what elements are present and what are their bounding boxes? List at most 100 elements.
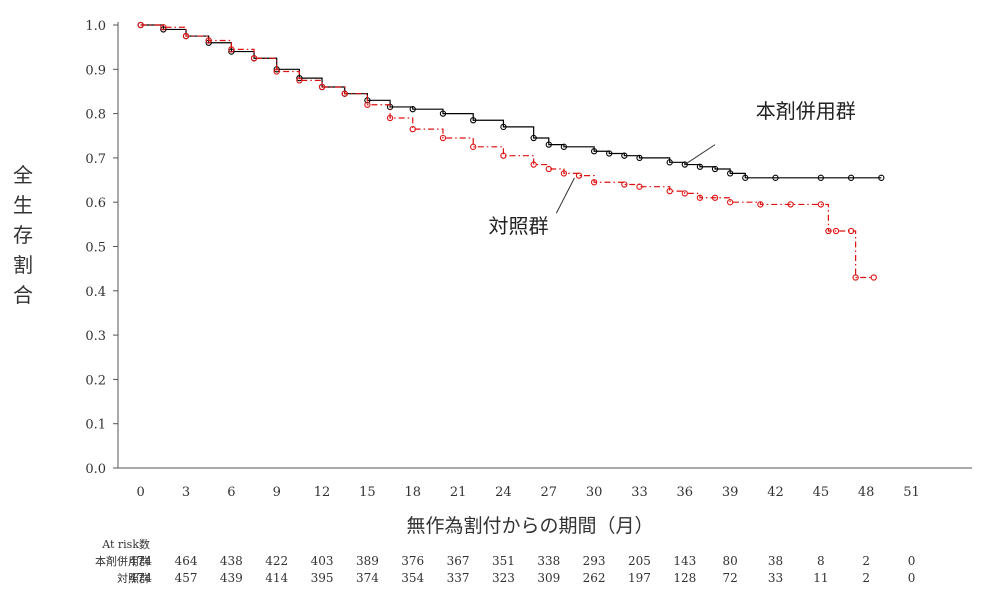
at-risk-value: 414 bbox=[265, 571, 288, 585]
at-risk-value: 457 bbox=[175, 571, 198, 585]
censor-mark bbox=[727, 170, 734, 177]
at-risk-row-label: 対照群 bbox=[117, 571, 150, 585]
x-tick-label: 3 bbox=[182, 485, 190, 500]
censor-mark bbox=[545, 165, 552, 173]
censor-mark bbox=[727, 199, 734, 206]
censor-mark bbox=[137, 21, 144, 29]
y-tick-label: 0.1 bbox=[85, 418, 106, 433]
censor-mark bbox=[681, 161, 688, 168]
x-tick-label: 24 bbox=[495, 485, 512, 500]
censor-mark bbox=[160, 26, 167, 33]
censor-mark bbox=[530, 134, 537, 142]
censor-mark bbox=[560, 170, 568, 177]
at-risk-value: 422 bbox=[265, 554, 288, 568]
at-risk-value: 0 bbox=[908, 571, 916, 585]
censor-mark bbox=[545, 141, 552, 148]
censor-mark bbox=[742, 174, 749, 181]
y-tick-label: 0.5 bbox=[85, 241, 106, 256]
censor-mark bbox=[825, 227, 832, 235]
censor-mark bbox=[832, 227, 840, 235]
series-line-1 bbox=[140, 24, 882, 179]
y-tick-label: 0.9 bbox=[85, 63, 106, 78]
at-risk-value: 143 bbox=[673, 554, 696, 568]
x-axis-label: 無作為割付からの期間（月） bbox=[406, 515, 653, 537]
at-risk-value: 309 bbox=[537, 571, 560, 585]
at-risk-value: 337 bbox=[447, 571, 470, 585]
censor-mark bbox=[560, 143, 568, 150]
y-tick-label: 0.4 bbox=[85, 285, 106, 300]
label-leader-line bbox=[555, 177, 575, 214]
censor-mark bbox=[852, 274, 859, 281]
y-tick-label: 1.0 bbox=[85, 19, 106, 34]
series-line-2 bbox=[140, 24, 874, 279]
censor-mark bbox=[296, 77, 303, 84]
censor-mark bbox=[666, 187, 673, 195]
at-risk-value: 33 bbox=[768, 571, 783, 585]
at-risk-value: 474 bbox=[129, 554, 152, 568]
censor-mark bbox=[273, 68, 280, 75]
at-risk-value: 11 bbox=[813, 571, 828, 585]
label-leader-line bbox=[684, 144, 716, 165]
axes bbox=[117, 22, 972, 469]
censor-mark bbox=[590, 179, 598, 186]
y-tick-label: 0.6 bbox=[85, 196, 106, 211]
censor-mark bbox=[696, 163, 704, 170]
series-label: 対照群 bbox=[489, 214, 549, 238]
x-tick-label: 15 bbox=[359, 485, 376, 500]
at-risk-value: 128 bbox=[673, 571, 696, 585]
censor-mark bbox=[636, 183, 643, 190]
censor-mark bbox=[878, 174, 885, 181]
censor-mark bbox=[621, 181, 628, 188]
censor-mark bbox=[847, 227, 855, 235]
x-tick-label: 51 bbox=[903, 485, 920, 500]
y-tick-label: 0.0 bbox=[85, 462, 106, 477]
at-risk-value: 389 bbox=[356, 554, 379, 568]
censor-mark bbox=[666, 159, 673, 166]
censor-mark bbox=[772, 174, 779, 181]
censor-mark bbox=[500, 123, 507, 131]
at-risk-value: 72 bbox=[723, 571, 738, 585]
at-risk-value: 439 bbox=[220, 571, 243, 585]
censor-mark bbox=[870, 274, 877, 281]
censor-mark bbox=[696, 194, 704, 201]
censor-mark bbox=[439, 134, 447, 142]
censor-mark bbox=[500, 152, 507, 159]
censor-mark bbox=[470, 143, 477, 150]
at-risk-value: 374 bbox=[356, 571, 379, 585]
censor-mark bbox=[757, 201, 764, 208]
censor-mark bbox=[364, 101, 371, 108]
x-tick-label: 39 bbox=[722, 485, 739, 500]
y-tick-label: 0.3 bbox=[85, 329, 106, 344]
at-risk-value: 2 bbox=[862, 554, 870, 568]
at-risk-value: 395 bbox=[311, 571, 334, 585]
x-tick-label: 0 bbox=[137, 485, 145, 500]
at-risk-value: 367 bbox=[447, 554, 470, 568]
censor-mark bbox=[182, 32, 190, 40]
at-risk-value: 197 bbox=[628, 571, 651, 585]
at-risk-value: 8 bbox=[817, 554, 825, 568]
at-risk-value: 464 bbox=[175, 554, 198, 568]
y-axis-label: 全生存割合 bbox=[13, 163, 33, 307]
censor-mark bbox=[817, 201, 824, 208]
censor-mark bbox=[318, 83, 326, 91]
at-risk-value: 474 bbox=[129, 571, 152, 585]
censor-mark bbox=[160, 24, 167, 31]
censor-mark bbox=[711, 165, 719, 173]
censor-mark bbox=[228, 46, 235, 53]
y-tick-label: 0.8 bbox=[85, 108, 106, 123]
x-tick-label: 12 bbox=[314, 485, 331, 500]
x-tick-label: 33 bbox=[631, 485, 648, 500]
censor-mark bbox=[636, 154, 643, 162]
x-tick-label: 30 bbox=[586, 485, 603, 500]
x-tick-label: 9 bbox=[273, 485, 281, 500]
at-risk-value: 38 bbox=[768, 554, 783, 568]
y-tick-label: 0.7 bbox=[85, 152, 106, 167]
at-risk-value: 351 bbox=[492, 554, 515, 568]
censor-mark bbox=[250, 55, 258, 62]
x-tick-label: 45 bbox=[813, 485, 830, 500]
at-risk-value: 0 bbox=[908, 554, 916, 568]
censor-mark bbox=[470, 117, 477, 124]
censor-mark bbox=[787, 201, 794, 208]
at-risk-value: 323 bbox=[492, 571, 515, 585]
censor-mark bbox=[681, 190, 688, 197]
